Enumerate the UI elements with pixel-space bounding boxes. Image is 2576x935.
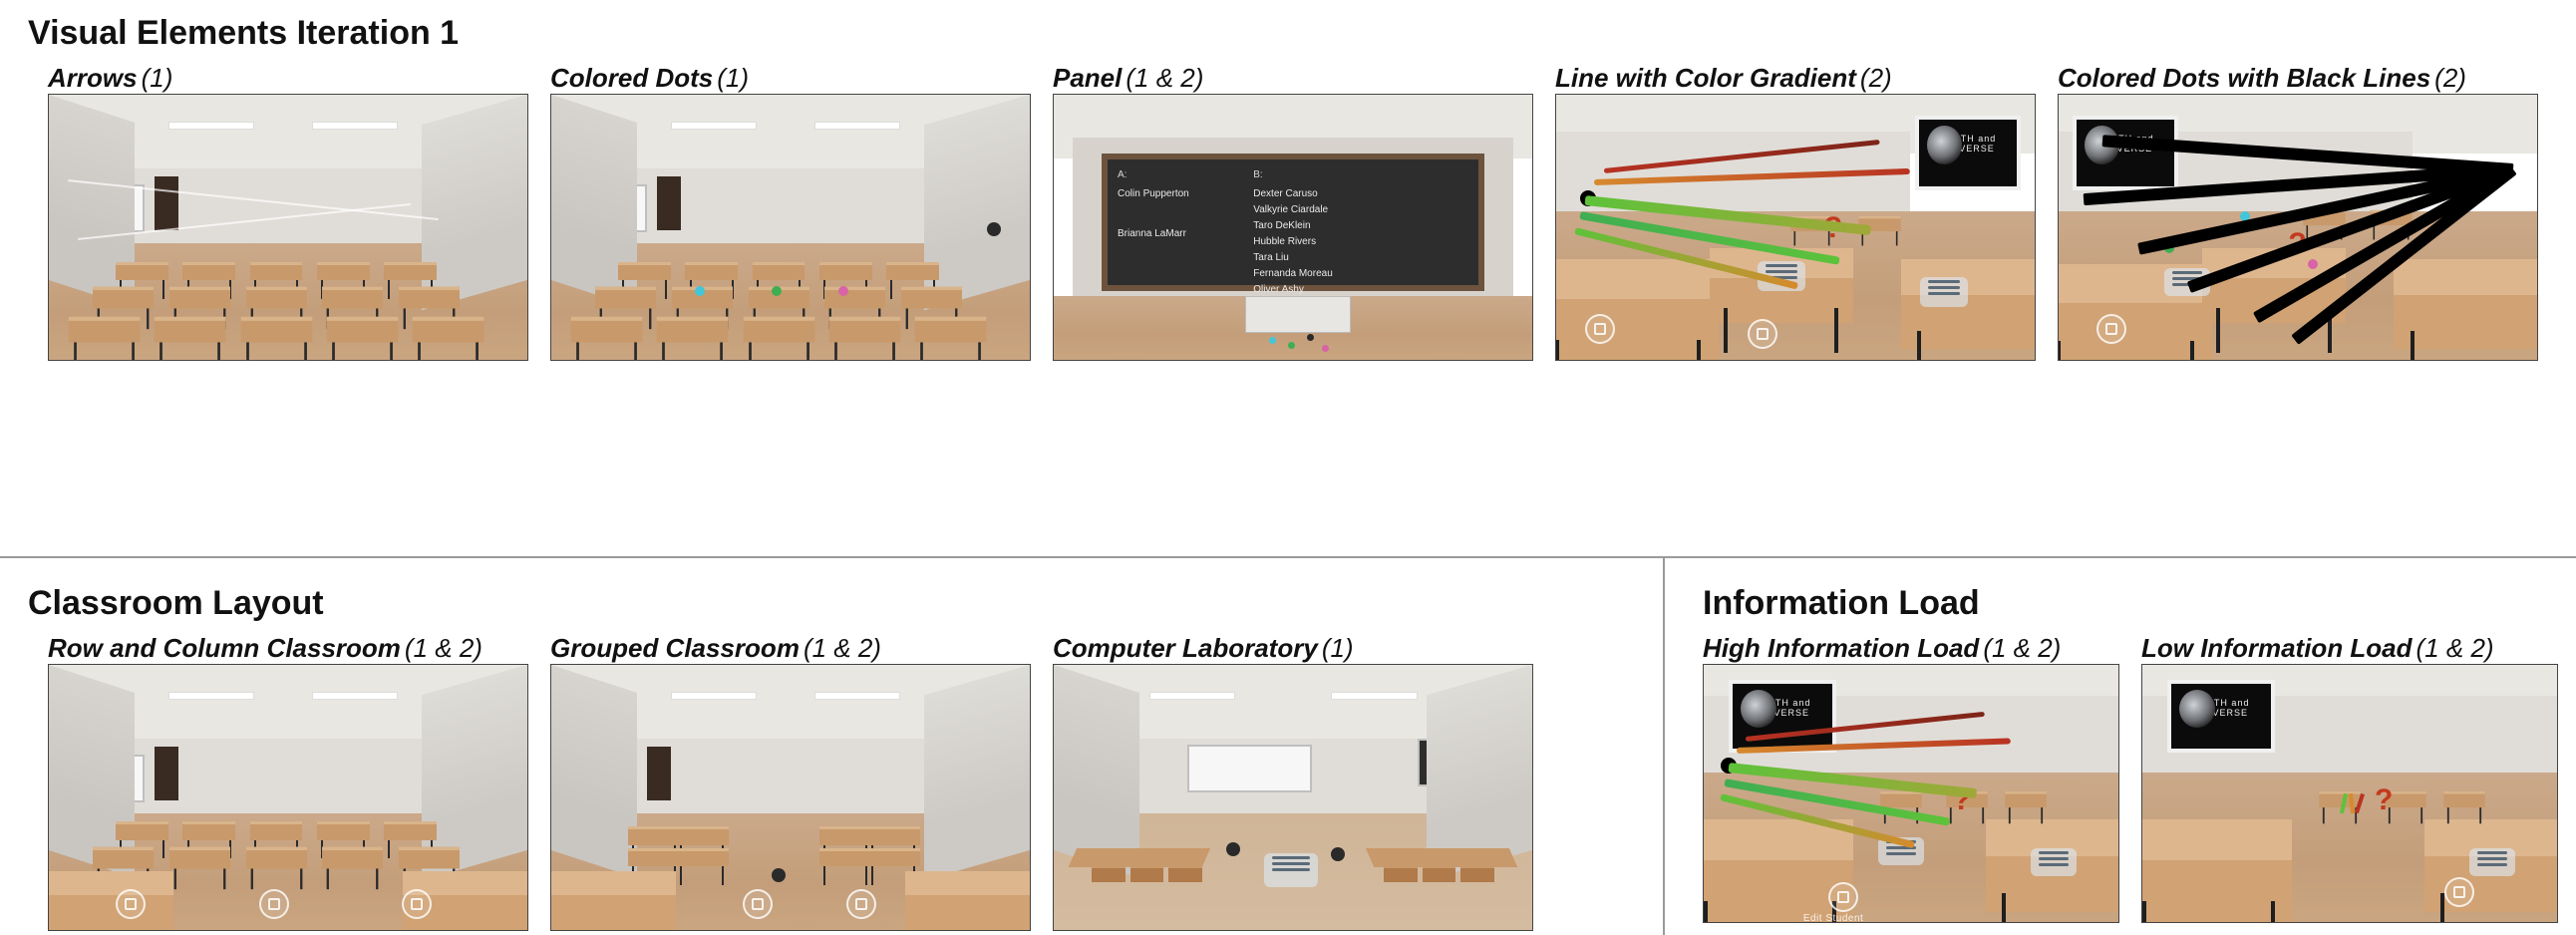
section-title-visual: Visual Elements Iteration 1 bbox=[0, 14, 2576, 53]
layout-item-grouped: Grouped Classroom(1 & 2) bbox=[550, 633, 1031, 931]
projector-screen: EARTH and UNIVERSE bbox=[2167, 680, 2275, 752]
thumb-gradient-lines: EARTH and UNIVERSE ? bbox=[1555, 94, 2036, 361]
section-title-layout: Classroom Layout bbox=[0, 584, 1663, 623]
thumb-panel: A: Colin Pupperton Brianna LaMarr B: Dex… bbox=[1053, 94, 1533, 361]
section-visual-elements: Visual Elements Iteration 1 Arrows(1) bbox=[0, 14, 2576, 361]
question-mark-icon: ? bbox=[1953, 783, 1971, 817]
thumb-high-info: EARTH and UNIVERSE ? Edit Student bbox=[1703, 664, 2119, 923]
thumb-arrows bbox=[48, 94, 528, 361]
info-item-low: Low Information Load(1 & 2) EARTH and UN… bbox=[2141, 633, 2558, 923]
section-title-info: Information Load bbox=[1663, 584, 2576, 623]
question-mark-icon: ? bbox=[1824, 211, 1842, 245]
circle-icon bbox=[2444, 877, 2474, 907]
edit-student-icon bbox=[1828, 882, 1858, 912]
thumb-low-info: EARTH and UNIVERSE ? bbox=[2141, 664, 2558, 923]
section-classroom-layout: Classroom Layout Row and Column Classroo… bbox=[0, 584, 1663, 931]
divider-horizontal bbox=[0, 556, 2576, 558]
projector-screen: EARTH and UNIVERSE bbox=[2073, 116, 2178, 189]
layout-item-rowcol: Row and Column Classroom(1 & 2) bbox=[48, 633, 528, 931]
thumb-computer-lab bbox=[1053, 664, 1533, 931]
visual-item-colored-dots: Colored Dots(1) bbox=[550, 63, 1031, 361]
thumb-colored-dots bbox=[550, 94, 1031, 361]
ui-chip-icon bbox=[2164, 268, 2210, 296]
info-item-high: High Information Load(1 & 2) EARTH and U… bbox=[1703, 633, 2119, 923]
ui-chip-icon bbox=[1920, 277, 1968, 307]
projector-screen: EARTH and UNIVERSE bbox=[1729, 680, 1836, 752]
visual-item-gradient-lines: Line with Color Gradient(2) EARTH and UN… bbox=[1555, 63, 2036, 361]
thumb-rowcol bbox=[48, 664, 528, 931]
visual-item-black-lines: Colored Dots with Black Lines(2) EARTH a… bbox=[2058, 63, 2538, 361]
projector-screen: EARTH and UNIVERSE bbox=[1915, 116, 2021, 189]
thumb-black-lines: EARTH and UNIVERSE ? bbox=[2058, 94, 2538, 361]
ui-chip-icon bbox=[1878, 837, 1924, 865]
ui-chip-icon bbox=[2031, 848, 2077, 876]
ui-chip-icon bbox=[2469, 848, 2515, 876]
ui-chip-icon bbox=[1758, 261, 1805, 291]
visual-item-panel: Panel(1 & 2) A: Colin Pupperton Brianna … bbox=[1053, 63, 1533, 361]
question-mark-icon: ? bbox=[2288, 227, 2306, 261]
section-information-load: Information Load High Information Load(1… bbox=[1663, 584, 2576, 923]
visual-item-arrows: Arrows(1) bbox=[48, 63, 528, 361]
layout-item-computer-lab: Computer Laboratory(1) bbox=[1053, 633, 1533, 931]
question-mark-icon: ? bbox=[2375, 783, 2393, 817]
ui-chip-icon bbox=[1264, 853, 1318, 887]
thumb-grouped bbox=[550, 664, 1031, 931]
circle-icon bbox=[1585, 314, 1615, 344]
